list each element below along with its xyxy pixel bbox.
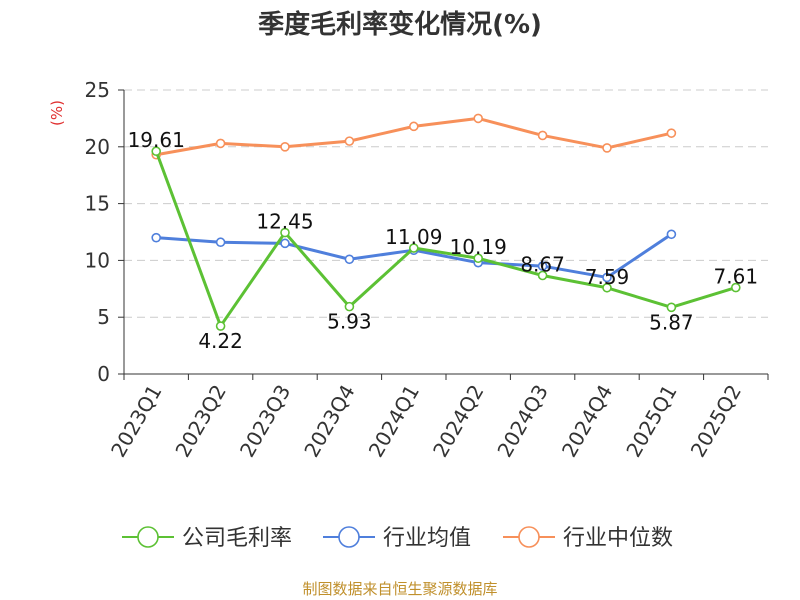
data-point	[666, 128, 677, 138]
data-point	[602, 282, 612, 293]
x-tick-label: 2024Q3	[492, 381, 552, 462]
x-tick-label: 2025Q1	[621, 381, 681, 462]
data-point	[408, 121, 419, 132]
data-label: 10.19	[450, 235, 507, 259]
data-point	[537, 270, 548, 281]
legend-swatch-marker	[137, 526, 159, 548]
data-point	[280, 238, 290, 249]
data-label: 19.61	[128, 128, 185, 152]
data-point	[666, 302, 677, 313]
x-tick-label: 2023Q4	[299, 381, 359, 462]
source-note: 制图数据来自恒生聚源数据库	[302, 580, 498, 598]
legend-swatch-marker	[518, 526, 540, 548]
y-tick-label: 5	[97, 305, 110, 329]
data-point	[666, 229, 677, 240]
legend-label: 公司毛利率	[182, 526, 292, 551]
data-point	[537, 130, 548, 141]
data-point	[280, 227, 290, 238]
data-label: 4.22	[198, 329, 243, 353]
data-point	[537, 261, 548, 271]
data-label: 11.09	[385, 225, 442, 249]
data-point	[730, 282, 741, 293]
data-point	[344, 301, 355, 312]
data-point	[151, 232, 161, 243]
x-tick-label: 2023Q1	[106, 381, 166, 462]
x-tick-label: 2025Q2	[686, 381, 746, 462]
legend-swatch-marker	[338, 526, 360, 548]
data-point	[280, 142, 290, 152]
series-line-0	[154, 150, 737, 328]
legend-label: 行业中位数	[563, 526, 673, 551]
y-tick-label: 20	[85, 135, 110, 159]
y-tick-label: 10	[85, 248, 110, 272]
data-point	[151, 146, 161, 157]
data-point	[473, 113, 484, 124]
data-point	[408, 243, 419, 253]
legend-label: 行业均值	[383, 526, 471, 551]
chart-title: 季度毛利率变化情况(%)	[258, 10, 542, 40]
y-tick-label: 0	[97, 362, 110, 386]
data-point	[602, 272, 612, 283]
y-tick-label: 15	[85, 192, 110, 216]
data-label: 8.67	[520, 253, 565, 277]
data-point	[215, 237, 226, 248]
x-tick-label: 2023Q2	[170, 381, 230, 462]
x-tick-label: 2024Q1	[364, 381, 424, 462]
data-label: 7.61	[714, 265, 759, 289]
data-point	[473, 253, 484, 264]
data-point	[344, 136, 355, 146]
data-label: 12.45	[256, 210, 313, 234]
y-tick-label: 25	[85, 78, 110, 102]
x-tick-label: 2023Q3	[235, 381, 295, 462]
x-tick-label: 2024Q4	[557, 381, 617, 462]
data-point	[215, 321, 226, 331]
data-point	[602, 143, 612, 153]
data-label: 5.93	[327, 310, 372, 334]
x-tick-label: 2024Q2	[428, 381, 488, 462]
data-point	[215, 138, 226, 149]
data-label: 7.59	[585, 265, 630, 289]
data-point	[344, 254, 355, 265]
data-label: 5.87	[649, 310, 694, 334]
